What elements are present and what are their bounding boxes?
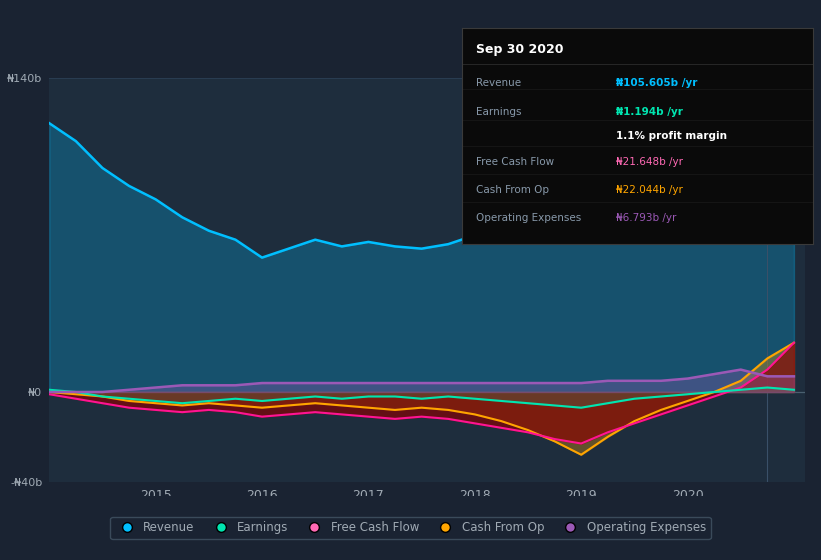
Text: Revenue: Revenue	[476, 78, 521, 87]
Text: Sep 30 2020: Sep 30 2020	[476, 43, 564, 56]
Text: ₦22.044b /yr: ₦22.044b /yr	[617, 185, 683, 195]
Bar	[650, 78, 805, 482]
Legend: Revenue, Earnings, Free Cash Flow, Cash From Op, Operating Expenses: Revenue, Earnings, Free Cash Flow, Cash …	[110, 516, 711, 539]
Text: Cash From Op: Cash From Op	[476, 185, 549, 195]
Text: Free Cash Flow: Free Cash Flow	[476, 157, 554, 167]
Text: ₦105.605b /yr: ₦105.605b /yr	[617, 78, 698, 87]
Text: ₦6.793b /yr: ₦6.793b /yr	[617, 213, 677, 223]
Text: 1.1% profit margin: 1.1% profit margin	[617, 132, 727, 142]
Text: ₦1.194b /yr: ₦1.194b /yr	[617, 107, 683, 116]
Text: ₦21.648b /yr: ₦21.648b /yr	[617, 157, 683, 167]
Text: Operating Expenses: Operating Expenses	[476, 213, 581, 223]
Text: Earnings: Earnings	[476, 107, 522, 116]
